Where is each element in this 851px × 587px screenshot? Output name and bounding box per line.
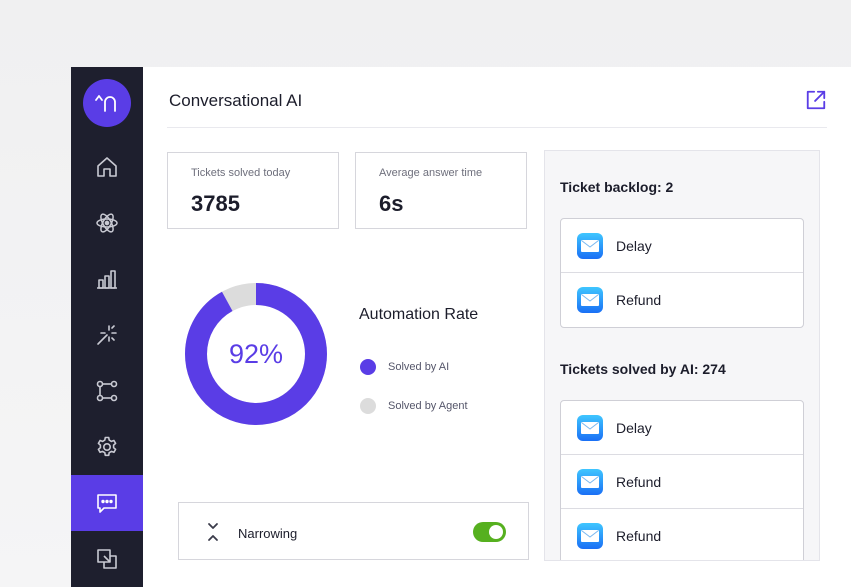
legend-dot-ai [360,359,376,375]
list-item[interactable]: Refund [561,509,803,560]
list-item[interactable]: Delay [561,401,803,455]
legend-item-ai: Solved by AI [360,359,449,375]
ticket-label: Refund [616,292,662,308]
atom-icon [96,213,118,233]
sidebar-item-analytics[interactable] [71,251,143,307]
solved-by-ai-title: Tickets solved by AI: 274 [560,361,726,377]
ticket-label: Delay [616,237,652,254]
bar-chart-icon [97,270,117,289]
sidebar-item-conversational-ai[interactable] [71,475,143,531]
ticket-label: Delay [616,419,652,436]
mail-icon [577,523,603,549]
legend-label: Solved by AI [388,361,450,373]
list-item[interactable]: Refund [561,455,803,509]
collapse-arrows-icon [208,523,218,541]
stat-value: 3785 [191,191,240,216]
app-window: Conversational AI Tickets solved today 3… [71,67,851,587]
home-icon [97,157,117,177]
legend-item-agent: Solved by Agent [360,398,468,414]
tickets-panel: Ticket backlog: 2 Delay [544,150,820,561]
automation-title: Automation Rate [359,306,479,323]
narrowing-label: Narrowing [238,526,298,541]
mail-icon [577,414,603,441]
narrowing-toggle[interactable] [473,522,506,542]
copy-icon [97,549,117,569]
list-item[interactable]: Refund [561,273,803,327]
mail-icon [577,287,603,313]
mail-icon [577,232,603,259]
legend-dot-agent [360,398,376,414]
gear-icon [97,436,117,457]
backlog-title: Ticket backlog: 2 [560,179,674,195]
header-divider [167,127,827,128]
stat-label: Average answer time [379,167,483,179]
sidebar [71,67,143,587]
stat-card-answer-time: Average answer time 6s [355,152,527,229]
narrowing-card: Narrowing [178,502,529,560]
sidebar-item-documents[interactable] [71,531,143,587]
page-title: Conversational AI [169,91,303,110]
stat-value: 6s [379,191,404,216]
app-logo[interactable] [83,79,131,127]
ticket-label: Refund [616,528,662,544]
stat-card-tickets-solved: Tickets solved today 3785 [167,152,339,229]
automation-percent: 92% [228,338,284,369]
sidebar-item-ai[interactable] [71,195,143,251]
main-content: Conversational AI Tickets solved today 3… [143,67,851,587]
mail-icon [577,468,603,495]
solved-by-ai-list: Delay Refund Refund [560,400,804,560]
sidebar-item-magic[interactable] [71,307,143,363]
stat-label: Tickets solved today [191,167,291,179]
donut-ai-segment [185,283,327,425]
logo-icon [95,95,116,112]
ticket-label: Refund [616,473,662,490]
sidebar-item-workflows[interactable] [71,363,143,419]
sidebar-item-home[interactable] [71,139,143,195]
external-link-icon[interactable] [805,89,827,111]
workflow-icon [96,380,118,402]
automation-donut-chart [185,283,327,425]
legend-label: Solved by Agent [388,400,468,412]
backlog-list: Delay Refund [560,218,804,328]
toggle-knob [489,525,503,539]
chat-icon [97,494,117,513]
sidebar-item-settings[interactable] [71,419,143,475]
sparkle-icon [97,325,117,345]
list-item[interactable]: Delay [561,219,803,273]
